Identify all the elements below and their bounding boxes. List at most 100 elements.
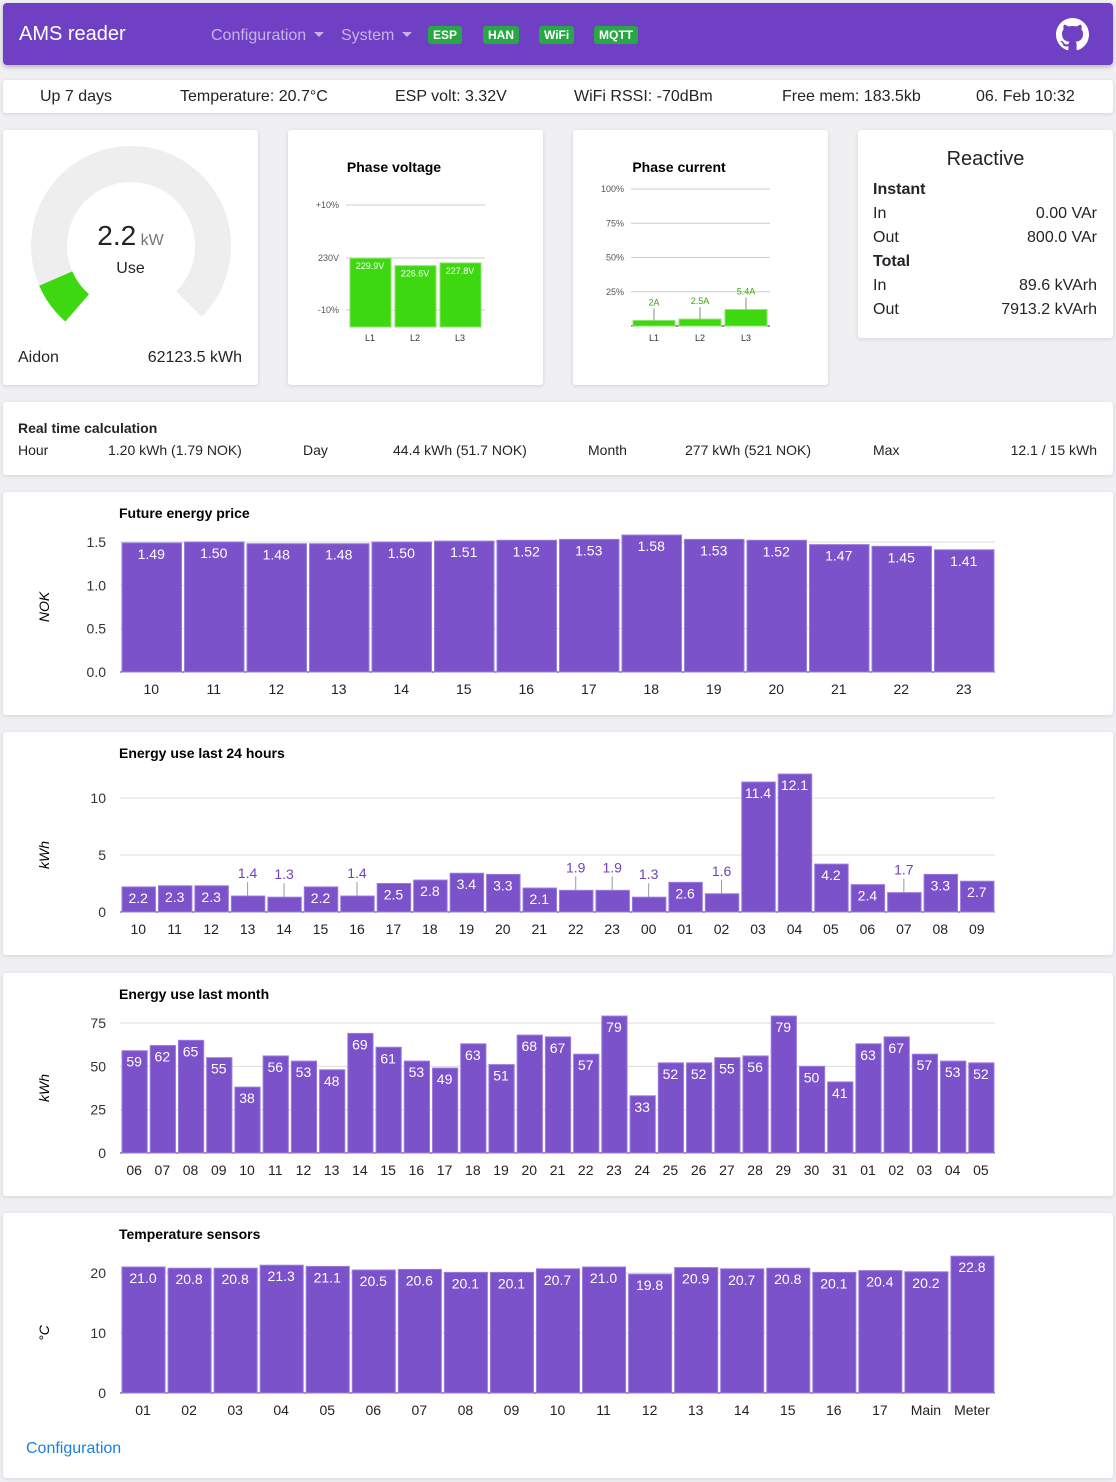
bar [319, 1069, 346, 1154]
wifi-rssi: WiFi RSSI: -70dBm [574, 88, 713, 105]
menu-system[interactable]: System [341, 27, 413, 45]
bar [413, 879, 448, 913]
gauge-reading: 2.2 kW [3, 220, 258, 252]
bar-value-label: 38 [239, 1090, 255, 1106]
meter-name: Aidon [18, 349, 59, 366]
x-tick-label: 06 [126, 1162, 142, 1178]
bar-value-label: 20.1 [498, 1275, 525, 1291]
bar [290, 1060, 318, 1154]
badge-mqtt: MQTT [594, 26, 638, 44]
bar-value-label: 1.50 [388, 545, 415, 561]
reactive-title: Reactive [946, 148, 1025, 170]
meter-total: 62123.5 kWh [147, 349, 242, 366]
bar-value-label: 1.52 [763, 543, 790, 559]
bar-value-label: 1.48 [325, 547, 352, 563]
bar [911, 1053, 939, 1154]
status-bar: Up 7 days Temperature: 20.7°C ESP volt: … [3, 80, 1113, 113]
x-tick-label: 01 [135, 1402, 151, 1418]
bar [121, 886, 156, 913]
y-tick-label: 230V [318, 253, 339, 263]
bar-value-label: 67 [888, 1040, 904, 1056]
x-tick-label: 21 [550, 1162, 566, 1178]
x-tick-label: 17 [386, 921, 402, 937]
menu-configuration[interactable]: Configuration [211, 27, 325, 45]
bar-value-label: 1.51 [450, 544, 477, 560]
instant-in-value: 0.00 VAr [1035, 205, 1097, 222]
bar-value-label: 1.4 [347, 865, 367, 881]
bar [194, 885, 229, 913]
x-tick-label: 14 [734, 1402, 750, 1418]
bar-value-label: 20.7 [544, 1272, 571, 1288]
bar [812, 1271, 857, 1394]
x-tick-label: 22 [893, 681, 909, 697]
phase-voltage-card: Phase voltage +10% 230V -10% 229.9V L1 226.6V… [288, 130, 543, 385]
bar [121, 1050, 148, 1154]
x-tick-label: 06 [366, 1402, 382, 1418]
bar-value-label: 1.48 [263, 547, 290, 563]
x-tick-label: L2 [410, 333, 420, 343]
bar-value-label: 1.3 [639, 866, 659, 882]
bar [259, 1264, 304, 1394]
x-tick-label: 17 [872, 1402, 888, 1418]
bar [686, 1062, 713, 1154]
x-tick-label: 15 [380, 1162, 396, 1178]
gauge-unit: kW [140, 232, 164, 249]
bar-value-label: 20.9 [682, 1271, 709, 1287]
y-axis-label: kWh [36, 841, 52, 869]
x-tick-label: 10 [550, 1402, 566, 1418]
bar [628, 1273, 673, 1394]
bar-value-label: 2.5A [691, 296, 710, 306]
bar [434, 540, 495, 673]
voltage-bar [349, 257, 392, 328]
brand-title[interactable]: AMS reader [19, 23, 126, 45]
bar-value-label: 55 [211, 1061, 227, 1077]
x-tick-label: 11 [268, 1162, 283, 1178]
bar [904, 1271, 949, 1394]
bar-value-label: 21.3 [268, 1268, 295, 1284]
phase-current-card: Phase current 100% 75% 50% 25% 2A L1 2.5A L2 5.4… [573, 130, 828, 385]
x-tick-label: 05 [319, 1402, 335, 1418]
bar-value-label: 2.8 [420, 883, 440, 899]
bar-value-label: 20.8 [175, 1271, 202, 1287]
month-value: 277 kWh (521 NOK) [685, 442, 812, 458]
realtime-card: Real time calculation Hour 1.20 kWh (1.7… [3, 402, 1113, 475]
x-tick-label: 18 [465, 1162, 481, 1178]
uptime: Up 7 days [40, 88, 113, 105]
x-tick-label: 08 [458, 1402, 474, 1418]
bar [443, 1271, 488, 1394]
bar [351, 1269, 396, 1394]
bar [486, 873, 521, 913]
bar [376, 883, 412, 913]
bar-value-label: 1.58 [638, 538, 665, 554]
total-out-value: 7913.2 kVArh [1001, 301, 1097, 318]
bar-value-label: 56 [747, 1059, 763, 1075]
bar [234, 1086, 261, 1154]
x-tick-label: 21 [531, 921, 547, 937]
github-icon[interactable] [1056, 18, 1089, 51]
badge-esp: ESP [428, 26, 463, 44]
x-tick-label: 08 [183, 1162, 199, 1178]
bar-value-label: 57 [578, 1057, 594, 1073]
bar-value-label: 63 [465, 1047, 481, 1063]
badge-wifi: WiFi [539, 26, 575, 44]
bar-value-label: 1.50 [200, 545, 227, 561]
bar [883, 1036, 910, 1154]
bar-value-label: 41 [832, 1085, 848, 1101]
bar-value-label: 52 [973, 1066, 989, 1082]
bar-value-label: 53 [409, 1064, 425, 1080]
x-tick-label: 04 [945, 1162, 961, 1178]
bar-value-label: 1.4 [238, 865, 258, 881]
x-tick-label: 23 [604, 921, 620, 937]
x-tick-label: 15 [456, 681, 472, 697]
bar-value-label: 51 [493, 1068, 509, 1084]
hour-value: 1.20 kWh (1.79 NOK) [108, 442, 242, 458]
x-tick-label: 07 [155, 1162, 171, 1178]
x-tick-label: 12 [268, 681, 284, 697]
configuration-link[interactable]: Configuration [26, 1440, 122, 1457]
bar [855, 1043, 882, 1154]
bar-value-label: 2.5 [384, 887, 404, 903]
bar-value-label: 52 [691, 1066, 707, 1082]
temperature: Temperature: 20.7°C [180, 88, 328, 105]
x-tick-label: 13 [688, 1402, 704, 1418]
bar [516, 1034, 543, 1154]
